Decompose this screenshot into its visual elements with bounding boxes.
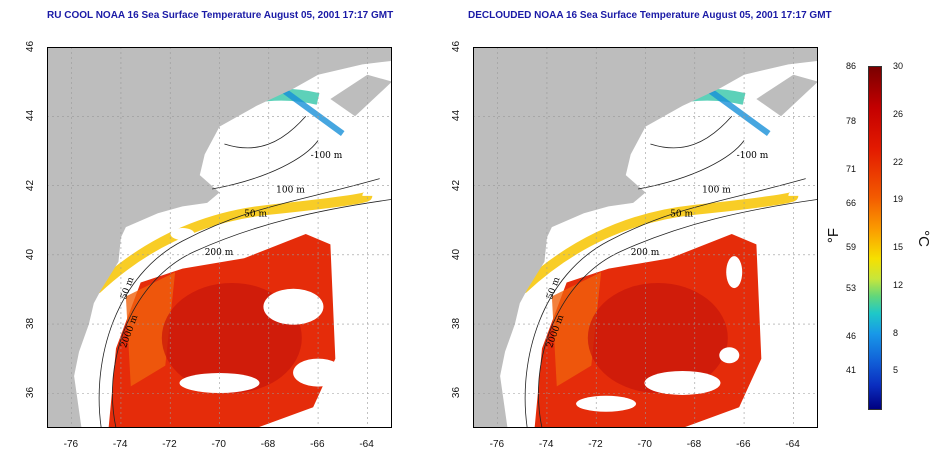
fahrenheit-tick-label: 41 <box>846 365 857 376</box>
x-axis-tick-label: -74 <box>112 439 128 450</box>
celsius-tick-label: 30 <box>893 61 904 71</box>
y-axis-tick-label: 40 <box>451 248 463 260</box>
contour-label: 200 m <box>631 248 660 258</box>
y-axis-tick-label: 46 <box>451 40 463 53</box>
cloud-mask-patch <box>758 228 779 253</box>
cloud-mask-patch <box>576 395 637 412</box>
x-axis-tick-label: -68 <box>260 439 276 450</box>
cold-water-patch <box>705 86 771 137</box>
map-frame <box>47 47 392 428</box>
cloud-mask-patch <box>726 256 743 289</box>
right-map-title: DECLOUDED NOAA 16 Sea Surface Temperatur… <box>468 10 832 21</box>
cloud-mask-patch <box>324 390 361 411</box>
depth-contour <box>538 199 818 428</box>
land-mask <box>473 47 818 428</box>
fahrenheit-tick-label: 78 <box>846 115 857 126</box>
map-frame <box>473 47 818 428</box>
celsius-tick-label: 5 <box>893 365 899 376</box>
y-axis-tick-label: 38 <box>451 318 463 330</box>
hot-core-region <box>587 282 728 393</box>
contour-label: 50 m <box>670 210 693 220</box>
cold-water-patch <box>279 86 345 137</box>
fahrenheit-tick-label: 53 <box>846 283 857 294</box>
y-axis-tick-label: 44 <box>25 110 37 122</box>
x-axis-tick-label: -76 <box>489 439 505 450</box>
cloud-mask-patch <box>263 288 324 325</box>
left-map-title: RU COOL NOAA 16 Sea Surface Temperature … <box>47 10 394 21</box>
fahrenheit-tick-label: 66 <box>846 197 857 208</box>
x-axis-tick-label: -64 <box>785 439 800 450</box>
contour-label: 200 m <box>205 248 234 258</box>
y-axis-tick-label: 46 <box>25 40 37 53</box>
depth-contour <box>112 199 392 428</box>
celsius-tick-label: 26 <box>893 108 904 119</box>
cloud-mask-patch <box>316 217 345 238</box>
shelf-water-region <box>125 272 176 387</box>
y-axis-tick-label: 42 <box>451 179 463 191</box>
shelf-water-region <box>551 272 602 387</box>
y-axis-tick-label: 40 <box>25 248 37 260</box>
fahrenheit-tick-label: 86 <box>846 61 857 71</box>
x-axis-tick-label: -72 <box>162 439 177 450</box>
contour-label: 100 m <box>702 185 731 195</box>
nova-scotia-land <box>756 74 818 117</box>
x-axis-tick-label: -66 <box>736 439 751 450</box>
y-axis-tick-label: 42 <box>25 179 37 191</box>
depth-contour <box>212 140 319 190</box>
cloud-mask-patch <box>170 228 195 241</box>
x-axis-tick-label: -74 <box>538 439 554 450</box>
y-axis-tick-label: 36 <box>451 387 463 399</box>
temperature-colorbar <box>868 66 882 410</box>
depth-contour <box>650 116 733 149</box>
y-axis-tick-label: 36 <box>25 387 37 399</box>
x-axis-tick-label: -70 <box>637 439 652 450</box>
fahrenheit-tick-label: 46 <box>846 331 857 342</box>
celsius-tick-label: 19 <box>893 194 904 205</box>
cloud-mask-patch <box>337 252 374 313</box>
x-axis-tick-label: -64 <box>359 439 374 450</box>
contour-label: -100 m <box>311 151 343 161</box>
celsius-tick-label: 15 <box>893 242 904 253</box>
contour-label: -100 m <box>737 151 769 161</box>
depth-contour <box>98 178 380 428</box>
cloud-mask-patch <box>719 347 740 364</box>
x-axis-tick-label: -66 <box>310 439 325 450</box>
x-axis-tick-label: -76 <box>63 439 79 450</box>
cloud-mask-patch <box>777 359 794 372</box>
cloud-mask-patch <box>644 370 721 395</box>
celsius-tick-label: 8 <box>893 327 899 338</box>
celsius-tick-label: 22 <box>893 156 904 167</box>
contour-label: 50 m <box>244 210 267 220</box>
x-axis-tick-label: -70 <box>211 439 226 450</box>
depth-contour <box>638 140 745 190</box>
celsius-unit-label: °C <box>914 230 932 247</box>
contour-label: 100 m <box>276 185 305 195</box>
y-axis-tick-label: 44 <box>451 110 463 122</box>
fahrenheit-tick-label: 59 <box>846 242 857 253</box>
land-mask <box>47 47 392 428</box>
x-axis-tick-label: -72 <box>588 439 603 450</box>
cloud-mask-patch <box>241 230 272 251</box>
y-axis-tick-label: 38 <box>25 318 37 330</box>
nova-scotia-land <box>330 74 392 117</box>
depth-contour <box>524 178 806 428</box>
x-axis-tick-label: -68 <box>686 439 702 450</box>
celsius-tick-label: 12 <box>893 279 904 290</box>
depth-contour <box>224 116 307 149</box>
fahrenheit-tick-label: 71 <box>846 163 857 174</box>
fahrenheit-unit-label: °F <box>825 227 843 244</box>
